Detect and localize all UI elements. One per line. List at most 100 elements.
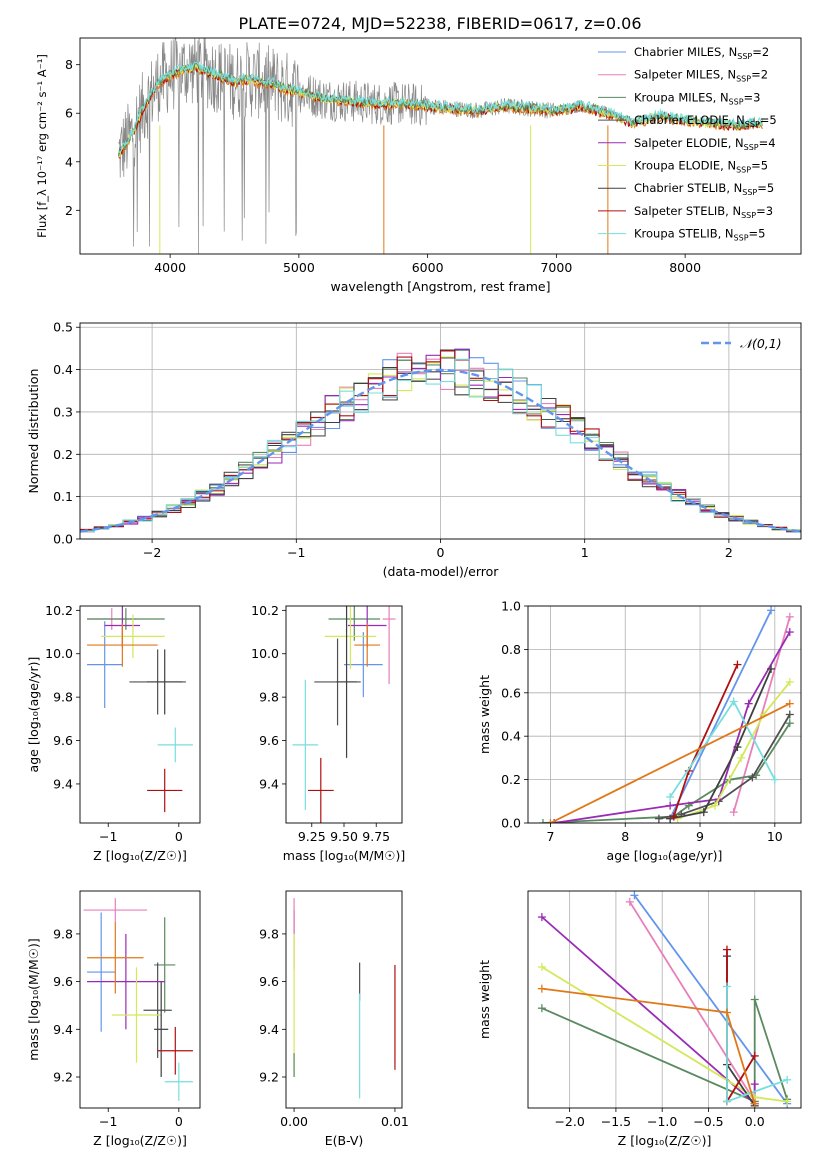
y-tick-label: 0.0	[53, 532, 73, 547]
data-point	[87, 912, 116, 1032]
x-tick-label: 0	[175, 829, 183, 844]
y-tick-label: 9.8	[53, 926, 73, 941]
series-line	[629, 901, 756, 1102]
data-point	[154, 981, 169, 1077]
x-tick-label: −1	[99, 829, 117, 844]
series	[722, 982, 792, 1106]
x-tick-label: 9.50	[330, 829, 358, 844]
y-tick-label: 0.3	[53, 404, 73, 419]
x-axis-label: Z [log₁₀(Z/Z☉)]	[618, 1133, 712, 1148]
histogram-step	[80, 350, 801, 531]
y-tick-label: 0.5	[53, 320, 73, 335]
y-tick-label: 10.0	[251, 646, 279, 661]
x-tick-label: 0	[175, 1114, 183, 1129]
data-point	[382, 606, 396, 685]
data-point	[157, 1026, 193, 1075]
x-tick-label: 8000	[669, 260, 701, 275]
x-axis-label: E(B-V)	[325, 1133, 364, 1148]
y-tick-label: 0.4	[53, 362, 73, 377]
y-tick-label: 0.2	[53, 447, 73, 462]
legend-entry: Chabrier MILES, NSSP=2	[634, 45, 769, 61]
panel-age-vs-z: −1 0 9.4 9.6 9.8 10.0 10.2 Z [log₁₀(Z/Z☉)] age […	[26, 603, 201, 863]
series	[666, 664, 776, 823]
data-point	[111, 967, 162, 1063]
panel-residual-histogram: −2 −1 0 1 2 0.0 0.1 0.2 0.3 0.4 0.5 (data-model)/er…	[26, 320, 802, 579]
plot-area	[118, 38, 763, 254]
series	[722, 952, 759, 1108]
x-tick-label: −1.5	[601, 1114, 631, 1129]
data-point	[101, 614, 165, 659]
legend: Chabrier MILES, NSSP=2 Salpeter MILES, NS…	[598, 45, 777, 243]
plot-area	[292, 606, 396, 823]
y-tick-label: 2	[65, 203, 73, 218]
legend-entry: Kroupa MILES, NSSP=3	[634, 90, 760, 106]
x-tick-label: 1	[581, 545, 589, 560]
series-line	[541, 916, 756, 1106]
series	[669, 660, 742, 821]
y-axis-label: mass [log₁₀(M/M☉)]	[26, 938, 41, 1060]
series-line	[541, 999, 788, 1103]
data-point	[83, 898, 148, 922]
plot-area	[537, 891, 792, 1108]
data-point	[157, 727, 193, 763]
panel-weight-vs-age: 7 8 9 10 0.0 0.2 0.4 0.6 0.8 1.0 age [log₁₀(age/yr…	[477, 599, 802, 863]
panel-mass-vs-z: −1 0 9.2 9.4 9.6 9.8 Z [log₁₀(Z/Z☉)] mass [log₁…	[26, 890, 201, 1148]
legend-entry: Salpeter ELODIE, NSSP=4	[634, 136, 776, 152]
series-line	[541, 987, 756, 1104]
y-tick-label: 9.6	[53, 733, 73, 748]
x-tick-label: 9	[696, 829, 704, 844]
x-tick-label: −0.5	[693, 1114, 723, 1129]
axes-frame	[285, 890, 403, 1109]
data-point	[164, 1062, 193, 1101]
panel-spectrum: 4000 5000 6000 7000 8000 2 4 6 8 wavelength [Angs…	[35, 37, 802, 294]
x-tick-label: 7	[546, 829, 554, 844]
legend-entry: Salpeter STELIB, NSSP=3	[634, 204, 773, 220]
x-tick-label: 0.0	[745, 1114, 765, 1129]
y-tick-label: 8	[65, 57, 73, 72]
y-tick-label: 9.2	[53, 1070, 73, 1085]
series-line	[549, 702, 791, 823]
data-point	[328, 606, 381, 641]
x-tick-label: 6000	[412, 260, 444, 275]
model-spectrum	[118, 61, 763, 154]
data-point	[292, 679, 319, 810]
plot-area	[80, 348, 801, 533]
y-axis-label: age [log₁₀(age/yr)]	[26, 657, 41, 773]
legend-entry: Kroupa STELIB, NSSP=5	[634, 227, 765, 243]
data-point	[87, 621, 123, 708]
legend-entry: Chabrier STELIB, NSSP=5	[634, 181, 774, 197]
series-line	[669, 609, 772, 820]
y-tick-label: 9.4	[259, 776, 279, 791]
y-tick-label: 9.8	[53, 690, 73, 705]
y-tick-label: 0.8	[501, 642, 521, 657]
series	[537, 995, 792, 1106]
series	[666, 697, 779, 801]
data-point	[354, 623, 381, 667]
panel-age-vs-mass: 9.25 9.50 9.75 9.4 9.6 9.8 10.0 10.2 mass [log₁₀…	[251, 603, 405, 863]
x-axis-label: Z [log₁₀(Z/Z☉)]	[93, 1133, 187, 1148]
y-tick-label: 10.0	[45, 646, 73, 661]
y-tick-label: 9.4	[53, 1022, 73, 1037]
y-axis-label: mass weight	[477, 675, 492, 754]
legend-entry: Kroupa ELODIE, NSSP=5	[634, 159, 768, 175]
y-tick-label: 0.4	[501, 729, 521, 744]
x-tick-label: 2	[725, 545, 733, 560]
data-point	[87, 623, 158, 667]
series-line	[633, 894, 788, 1105]
y-tick-label: 9.4	[53, 776, 73, 791]
x-tick-label: −2.0	[554, 1114, 584, 1129]
y-tick-label: 9.6	[259, 974, 279, 989]
axes-frame	[285, 605, 403, 824]
data-point	[336, 606, 357, 758]
legend-entry: Salpeter MILES, NSSP=2	[634, 68, 768, 84]
axes-frame	[527, 605, 802, 824]
data-point	[87, 608, 165, 630]
x-tick-label: −1.0	[647, 1114, 677, 1129]
y-axis-label: Flux [f_λ 10⁻¹⁷ erg cm⁻² s⁻¹ A⁻¹]	[35, 54, 49, 238]
plot-area	[83, 898, 193, 1101]
x-tick-label: 7000	[540, 260, 572, 275]
histogram-step	[80, 348, 801, 532]
y-tick-label: 0.1	[53, 489, 73, 504]
x-tick-label: −2	[143, 545, 161, 560]
x-tick-label: 0.01	[381, 1114, 409, 1129]
